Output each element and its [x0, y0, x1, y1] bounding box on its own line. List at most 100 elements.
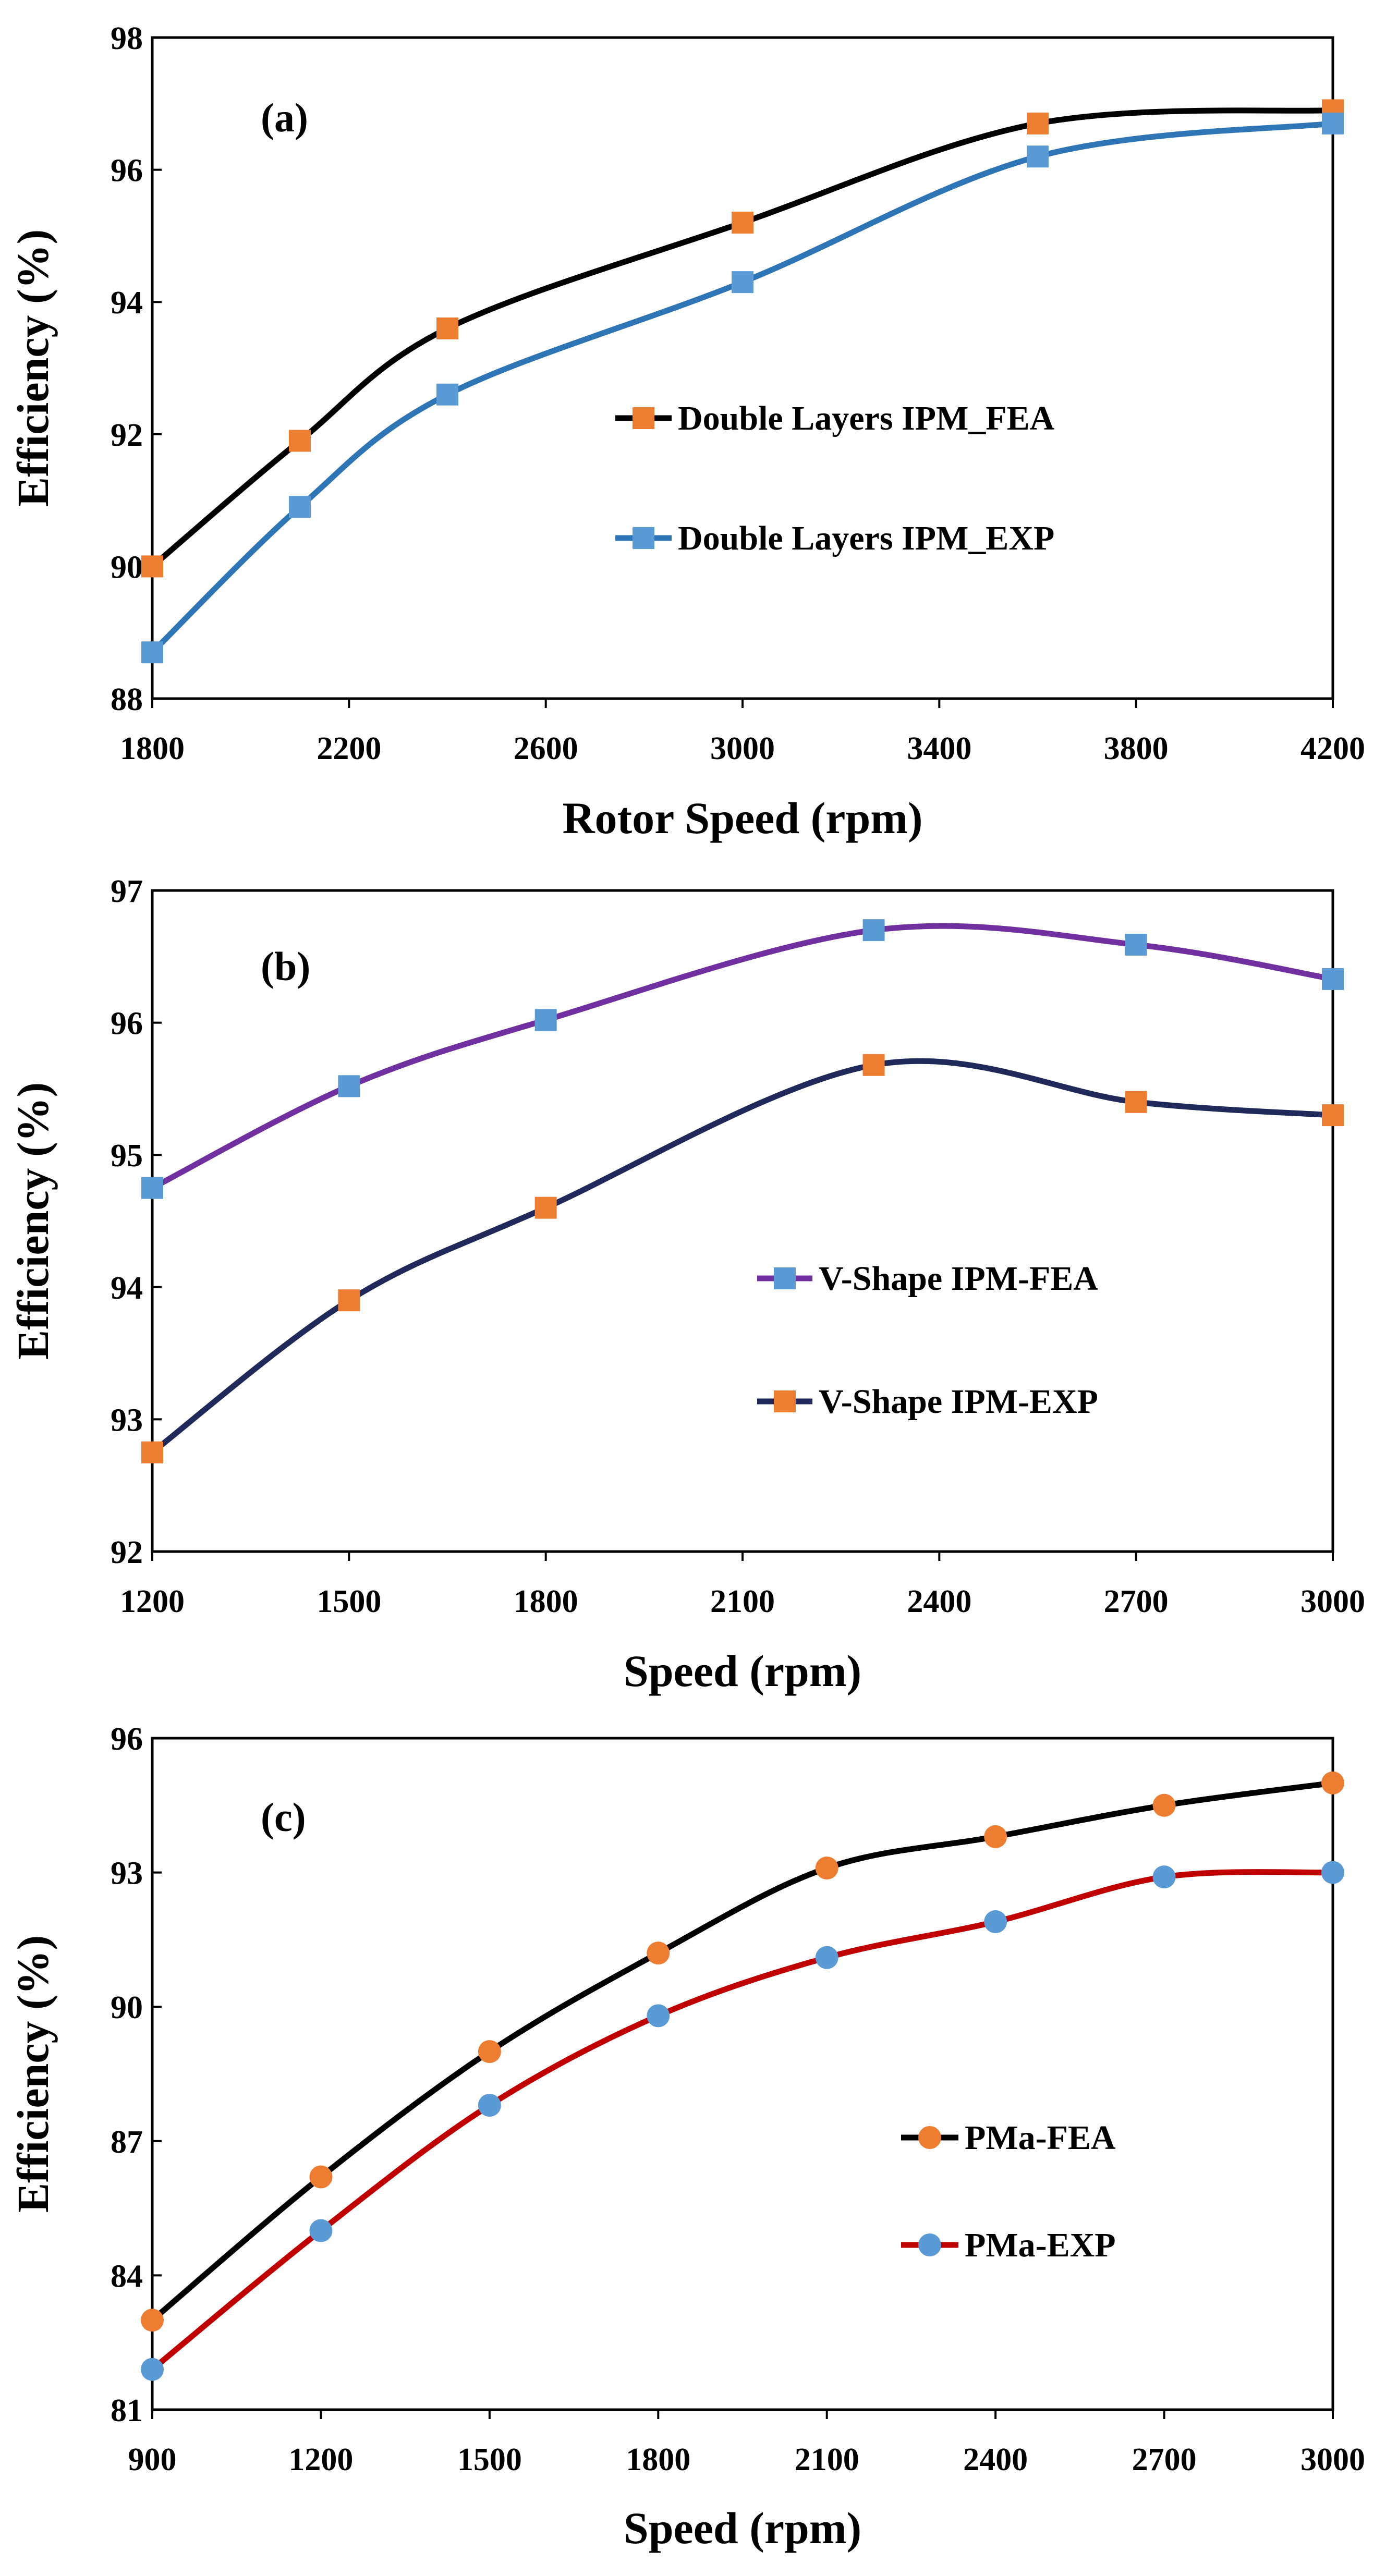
x-tick-label: 1800 — [514, 1584, 578, 1619]
data-point — [1322, 112, 1344, 135]
x-tick-label: 3400 — [907, 731, 971, 766]
x-tick-label: 1500 — [457, 2442, 522, 2477]
y-tick-label: 96 — [111, 1722, 143, 1757]
data-point — [478, 2040, 501, 2064]
x-tick-label: 900 — [128, 2442, 177, 2477]
x-tick-label: 4200 — [1300, 731, 1365, 766]
data-point — [1321, 1861, 1344, 1884]
y-axis-title: Efficiency (%) — [8, 1935, 58, 2213]
y-tick-label: 93 — [111, 1402, 143, 1438]
y-tick-label: 92 — [111, 418, 143, 453]
x-tick-label: 1200 — [288, 2442, 353, 2477]
y-tick-label: 98 — [111, 21, 143, 56]
legend-label: Double Layers IPM_FEA — [678, 399, 1055, 437]
data-point — [338, 1289, 360, 1312]
data-point — [141, 2358, 164, 2381]
legend-swatch-marker — [774, 1390, 796, 1412]
data-point — [141, 641, 163, 664]
y-tick-label: 94 — [111, 285, 143, 321]
chart-panel-a: 88 90 92 94 96 98 1800 2200 2600 3000 3400 3800 4200… — [8, 21, 1365, 843]
y-tick-label: 87 — [111, 2125, 143, 2160]
data-point — [862, 919, 885, 942]
data-point — [1125, 933, 1147, 956]
data-point — [1152, 1865, 1176, 1889]
x-tick-label: 3000 — [1300, 1584, 1365, 1619]
x-tick-label: 2700 — [1132, 2442, 1197, 2477]
data-point — [141, 555, 163, 578]
x-tick-label: 1800 — [626, 2442, 690, 2477]
x-tick-label: 3000 — [710, 731, 775, 766]
data-point — [141, 1177, 163, 1199]
legend-label: PMa-FEA — [965, 2119, 1116, 2157]
data-point — [289, 496, 311, 518]
legend-swatch-marker — [918, 2233, 941, 2256]
y-tick-label: 97 — [111, 874, 143, 909]
data-point — [1152, 1793, 1176, 1817]
data-point — [815, 1946, 838, 1969]
x-axis-title: Rotor Speed (rpm) — [562, 793, 922, 843]
data-point — [309, 2219, 333, 2242]
chart-panel-b: 92 93 94 95 96 97 1200 1500 1800 2100 2400 2700 3000… — [8, 874, 1365, 1696]
x-tick-label: 3800 — [1104, 731, 1169, 766]
x-tick-label: 3000 — [1300, 2442, 1365, 2477]
data-point — [732, 212, 753, 234]
x-tick-label: 2100 — [710, 1584, 775, 1619]
data-point — [478, 2094, 501, 2117]
x-tick-label: 2700 — [1104, 1584, 1169, 1619]
data-point — [1027, 145, 1049, 168]
panel-label: (a) — [261, 95, 308, 140]
y-tick-label: 94 — [111, 1271, 143, 1306]
legend-swatch-marker — [633, 407, 654, 429]
legend-label: PMa-EXP — [965, 2226, 1116, 2264]
y-tick-label: 90 — [111, 1990, 143, 2025]
y-tick-label: 93 — [111, 1856, 143, 1891]
panel-label: (b) — [261, 944, 310, 989]
x-tick-label: 2200 — [317, 731, 381, 766]
data-point — [1322, 968, 1344, 990]
x-tick-label: 1200 — [120, 1584, 185, 1619]
legend-swatch-marker — [774, 1267, 796, 1289]
data-point — [815, 1857, 838, 1880]
y-tick-label: 95 — [111, 1138, 143, 1174]
y-axis-title: Efficiency (%) — [8, 229, 58, 507]
x-tick-label: 2400 — [963, 2442, 1028, 2477]
data-point — [1027, 112, 1049, 135]
y-tick-label: 90 — [111, 550, 143, 585]
x-tick-label: 2100 — [795, 2442, 859, 2477]
x-tick-label: 2400 — [907, 1584, 971, 1619]
legend-swatch-marker — [918, 2126, 941, 2149]
data-point — [141, 2309, 164, 2332]
x-axis-title: Speed (rpm) — [624, 2503, 861, 2553]
data-point — [289, 430, 311, 452]
data-point — [1321, 1771, 1344, 1794]
data-point — [309, 2165, 333, 2189]
data-point — [338, 1075, 360, 1097]
legend-label: V-Shape IPM-EXP — [819, 1383, 1098, 1421]
panel-label: (c) — [261, 1794, 306, 1840]
y-tick-label: 88 — [111, 682, 143, 717]
y-tick-label: 81 — [111, 2393, 143, 2428]
data-point — [534, 1009, 557, 1031]
data-point — [862, 1054, 885, 1076]
legend-label: V-Shape IPM-FEA — [819, 1260, 1098, 1298]
data-point — [732, 271, 753, 294]
x-axis-title: Speed (rpm) — [624, 1646, 861, 1696]
y-tick-label: 92 — [111, 1535, 143, 1570]
data-point — [534, 1197, 557, 1219]
plot-frame — [151, 889, 1334, 1553]
series-line — [150, 1869, 1333, 2372]
data-point — [436, 317, 458, 339]
data-point — [1125, 1091, 1147, 1113]
legend-label: Double Layers IPM_EXP — [678, 519, 1054, 557]
data-point — [436, 383, 458, 406]
series-line — [150, 1780, 1333, 2323]
x-tick-label: 2600 — [514, 731, 578, 766]
series-line — [151, 923, 1333, 1191]
legend-swatch-marker — [633, 527, 654, 549]
series-line — [150, 107, 1333, 569]
plot-frame — [151, 1737, 1334, 2411]
data-point — [984, 1910, 1007, 1934]
chart-panel-c: 81 84 87 90 93 96 900 1200 1500 1800 2100 2400 2700 3… — [8, 1722, 1365, 2553]
x-tick-label: 1800 — [120, 731, 185, 766]
